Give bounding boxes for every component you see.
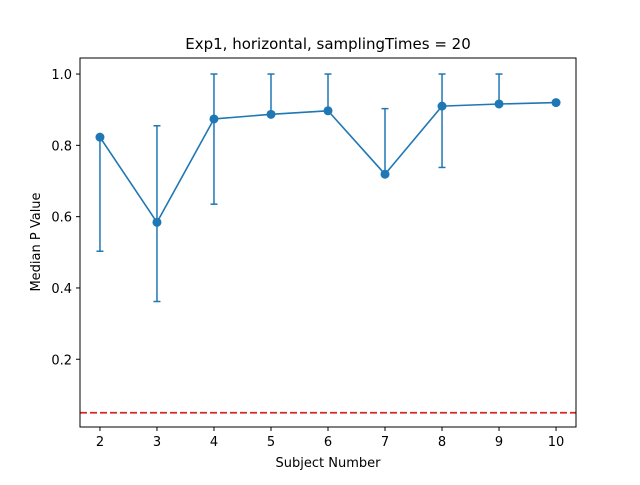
data-point-2 (209, 114, 219, 124)
x-tick-label-5: 7 (381, 435, 389, 450)
y-axis-label: Median P Value (29, 192, 44, 291)
y-tick-label-3: 0.8 (51, 139, 72, 154)
y-tick-label-4: 1.0 (51, 68, 72, 83)
chart-title: Exp1, horizontal, samplingTimes = 20 (185, 35, 471, 53)
x-tick-label-8: 10 (548, 435, 565, 450)
data-point-7 (494, 99, 504, 109)
x-tick-label-0: 2 (96, 435, 104, 450)
data-point-8 (551, 98, 561, 108)
data-point-3 (266, 109, 276, 119)
data-point-0 (95, 132, 105, 142)
x-tick-label-2: 4 (210, 435, 218, 450)
x-tick-label-6: 8 (438, 435, 446, 450)
x-axis-label: Subject Number (276, 456, 382, 471)
x-tick-label-1: 3 (153, 435, 161, 450)
data-point-5 (380, 169, 390, 179)
data-point-1 (152, 217, 162, 227)
x-tick-label-3: 5 (267, 435, 275, 450)
y-tick-label-2: 0.6 (51, 211, 72, 226)
x-tick-label-4: 6 (324, 435, 332, 450)
series-line-0 (99, 101, 557, 224)
data-point-4 (323, 106, 333, 116)
data-point-6 (437, 101, 447, 111)
axes-frame (79, 57, 577, 428)
plot-area: 2 3 4 5 6 7 8 9 10 0.2 0.4 0.6 0.8 1.0 (51, 57, 577, 450)
y-tick-label-0: 0.2 (51, 353, 72, 368)
x-tick-label-7: 9 (495, 435, 503, 450)
y-tick-label-1: 0.4 (51, 282, 72, 297)
